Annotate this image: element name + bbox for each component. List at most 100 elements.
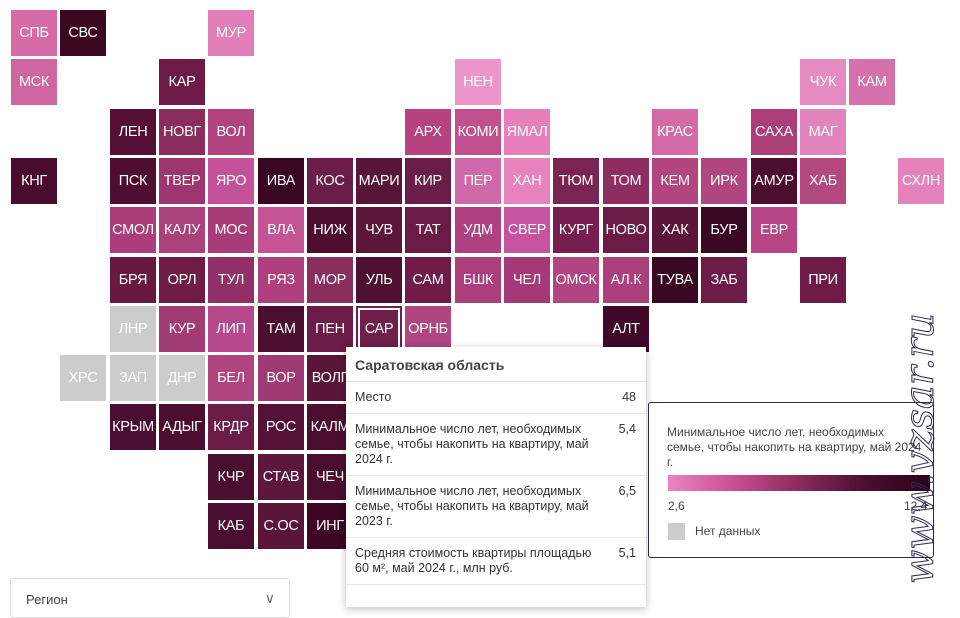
region-tile-КУРГ[interactable]: КУРГ xyxy=(553,207,599,253)
legend-gradient-bar xyxy=(668,475,930,491)
region-tile-ВОР[interactable]: ВОР xyxy=(258,355,304,401)
region-tile-ЯРО[interactable]: ЯРО xyxy=(208,158,254,204)
region-tile-ХРС[interactable]: ХРС xyxy=(60,355,106,401)
region-tile-ИРК[interactable]: ИРК xyxy=(701,158,747,204)
region-tile-САХА[interactable]: САХА xyxy=(751,109,797,155)
region-tile-УДМ[interactable]: УДМ xyxy=(455,207,501,253)
region-tile-БШК[interactable]: БШК xyxy=(455,257,501,303)
region-tile-АРХ[interactable]: АРХ xyxy=(405,109,451,155)
region-tile-КАМ[interactable]: КАМ xyxy=(849,59,895,105)
region-tile-ПРИ[interactable]: ПРИ xyxy=(800,257,846,303)
region-tile-НОВГ[interactable]: НОВГ xyxy=(159,109,205,155)
region-tile-ОРНБ[interactable]: ОРНБ xyxy=(405,306,451,352)
region-tile-КЧР[interactable]: КЧР xyxy=(208,454,254,500)
region-tile-ПЕН[interactable]: ПЕН xyxy=(307,306,353,352)
region-tile-СВС[interactable]: СВС xyxy=(60,10,106,56)
region-tile-НОВО[interactable]: НОВО xyxy=(603,207,649,253)
region-tile-АЛТ[interactable]: АЛТ xyxy=(603,306,649,352)
region-tile-АМУР[interactable]: АМУР xyxy=(751,158,797,204)
tooltip-row-label: Минимальное число лет, необходимых семье… xyxy=(355,422,589,466)
region-tile-КАР[interactable]: КАР xyxy=(159,59,205,105)
region-tile-САМ[interactable]: САМ xyxy=(405,257,451,303)
region-tile-СХЛН[interactable]: СХЛН xyxy=(898,158,944,204)
region-tile-АДЫГ[interactable]: АДЫГ xyxy=(159,404,205,450)
region-tile-ТОМ[interactable]: ТОМ xyxy=(603,158,649,204)
region-tile-ЛИП[interactable]: ЛИП xyxy=(208,306,254,352)
region-tile-НЕН[interactable]: НЕН xyxy=(455,59,501,105)
region-tile-ЕВР[interactable]: ЕВР xyxy=(751,207,797,253)
tooltip-row-label: Минимальное число лет, необходимых семье… xyxy=(355,484,589,528)
region-tile-С.ОС[interactable]: С.ОС xyxy=(258,503,304,549)
region-tile-МСК[interactable]: МСК xyxy=(11,59,57,105)
region-tile-ВЛА[interactable]: ВЛА xyxy=(258,207,304,253)
region-tile-КАБ[interactable]: КАБ xyxy=(208,503,254,549)
tooltip-row-value: 6,5 xyxy=(618,484,636,498)
tooltip-title: Саратовская область xyxy=(346,347,646,382)
region-tile-КУР[interactable]: КУР xyxy=(159,306,205,352)
region-tile-КЕМ[interactable]: КЕМ xyxy=(652,158,698,204)
region-tile-ЧУВ[interactable]: ЧУВ xyxy=(356,207,402,253)
region-tile-БЕЛ[interactable]: БЕЛ xyxy=(208,355,254,401)
region-tile-ВОЛ[interactable]: ВОЛ xyxy=(208,109,254,155)
region-tile-ХАБ[interactable]: ХАБ xyxy=(800,158,846,204)
region-tile-РОС[interactable]: РОС xyxy=(258,404,304,450)
region-tile-ТВЕР[interactable]: ТВЕР xyxy=(159,158,205,204)
region-tile-СТАВ[interactable]: СТАВ xyxy=(258,454,304,500)
region-tile-ЧУК[interactable]: ЧУК xyxy=(800,59,846,105)
region-tile-КАЛУ[interactable]: КАЛУ xyxy=(159,207,205,253)
region-tile-ТУЛ[interactable]: ТУЛ xyxy=(208,257,254,303)
tooltip-row-value: 48 xyxy=(622,390,636,404)
region-tile-ДНР[interactable]: ДНР xyxy=(159,355,205,401)
region-tile-ЧЕЧ[interactable]: ЧЕЧ xyxy=(307,454,353,500)
region-tile-ОРЛ[interactable]: ОРЛ xyxy=(159,257,205,303)
region-tile-МОС[interactable]: МОС xyxy=(208,207,254,253)
region-tile-КРАС[interactable]: КРАС xyxy=(652,109,698,155)
region-tile-ИНГ[interactable]: ИНГ xyxy=(307,503,353,549)
region-tile-МАГ[interactable]: МАГ xyxy=(800,109,846,155)
region-tile-ИВА[interactable]: ИВА xyxy=(258,158,304,204)
region-tile-НИЖ[interactable]: НИЖ xyxy=(307,207,353,253)
region-tile-КОМИ[interactable]: КОМИ xyxy=(455,109,501,155)
region-tile-МУР[interactable]: МУР xyxy=(208,10,254,56)
region-tile-КОС[interactable]: КОС xyxy=(307,158,353,204)
region-tile-СВЕР[interactable]: СВЕР xyxy=(504,207,550,253)
region-tile-ТЮМ[interactable]: ТЮМ xyxy=(553,158,599,204)
region-tile-КРДР[interactable]: КРДР xyxy=(208,404,254,450)
region-tile-ЧЕЛ[interactable]: ЧЕЛ xyxy=(504,257,550,303)
region-tile-ЗАП[interactable]: ЗАП xyxy=(110,355,156,401)
region-tile-ЛЕН[interactable]: ЛЕН xyxy=(110,109,156,155)
region-tile-БУР[interactable]: БУР xyxy=(701,207,747,253)
region-tile-УЛЬ[interactable]: УЛЬ xyxy=(356,257,402,303)
region-tile-ПЕР[interactable]: ПЕР xyxy=(455,158,501,204)
region-tile-ЛНР[interactable]: ЛНР xyxy=(110,306,156,352)
region-select[interactable]: Регион ∨ xyxy=(10,578,290,618)
region-tile-КРЫМ[interactable]: КРЫМ xyxy=(110,404,156,450)
region-tile-СПБ[interactable]: СПБ xyxy=(11,10,57,56)
region-tile-ХАН[interactable]: ХАН xyxy=(504,158,550,204)
region-tile-МОР[interactable]: МОР xyxy=(307,257,353,303)
tooltip-row-years-2024: Минимальное число лет, необходимых семье… xyxy=(346,414,646,476)
region-tile-КИР[interactable]: КИР xyxy=(405,158,451,204)
region-tile-ХАК[interactable]: ХАК xyxy=(652,207,698,253)
tooltip-row-value: 5,1 xyxy=(618,546,636,560)
region-tile-САР[interactable]: САР xyxy=(356,306,402,352)
legend-no-data-swatch xyxy=(668,523,685,540)
region-tile-ВОЛГ[interactable]: ВОЛГ xyxy=(307,355,353,401)
region-tile-КНГ[interactable]: КНГ xyxy=(11,158,57,204)
region-tile-ЯМАЛ[interactable]: ЯМАЛ xyxy=(504,109,550,155)
region-tooltip: Саратовская область Место 48 Минимальное… xyxy=(346,347,646,607)
region-tile-СМОЛ[interactable]: СМОЛ xyxy=(110,207,156,253)
region-tile-ПСК[interactable]: ПСК xyxy=(110,158,156,204)
region-tile-ТУВА[interactable]: ТУВА xyxy=(652,257,698,303)
region-tile-АЛ.К[interactable]: АЛ.К xyxy=(603,257,649,303)
region-tile-БРЯ[interactable]: БРЯ xyxy=(110,257,156,303)
region-tile-РЯЗ[interactable]: РЯЗ xyxy=(258,257,304,303)
tooltip-row-price: Средняя стоимость квартиры площадью 60 м… xyxy=(346,538,646,585)
region-tile-КАЛМ[interactable]: КАЛМ xyxy=(307,404,353,450)
region-tile-ТАТ[interactable]: ТАТ xyxy=(405,207,451,253)
region-tile-МАРИ[interactable]: МАРИ xyxy=(356,158,402,204)
tooltip-row-value: 5,4 xyxy=(618,422,636,436)
region-tile-ОМСК[interactable]: ОМСК xyxy=(553,257,599,303)
region-tile-ЗАБ[interactable]: ЗАБ xyxy=(701,257,747,303)
region-tile-ТАМ[interactable]: ТАМ xyxy=(258,306,304,352)
